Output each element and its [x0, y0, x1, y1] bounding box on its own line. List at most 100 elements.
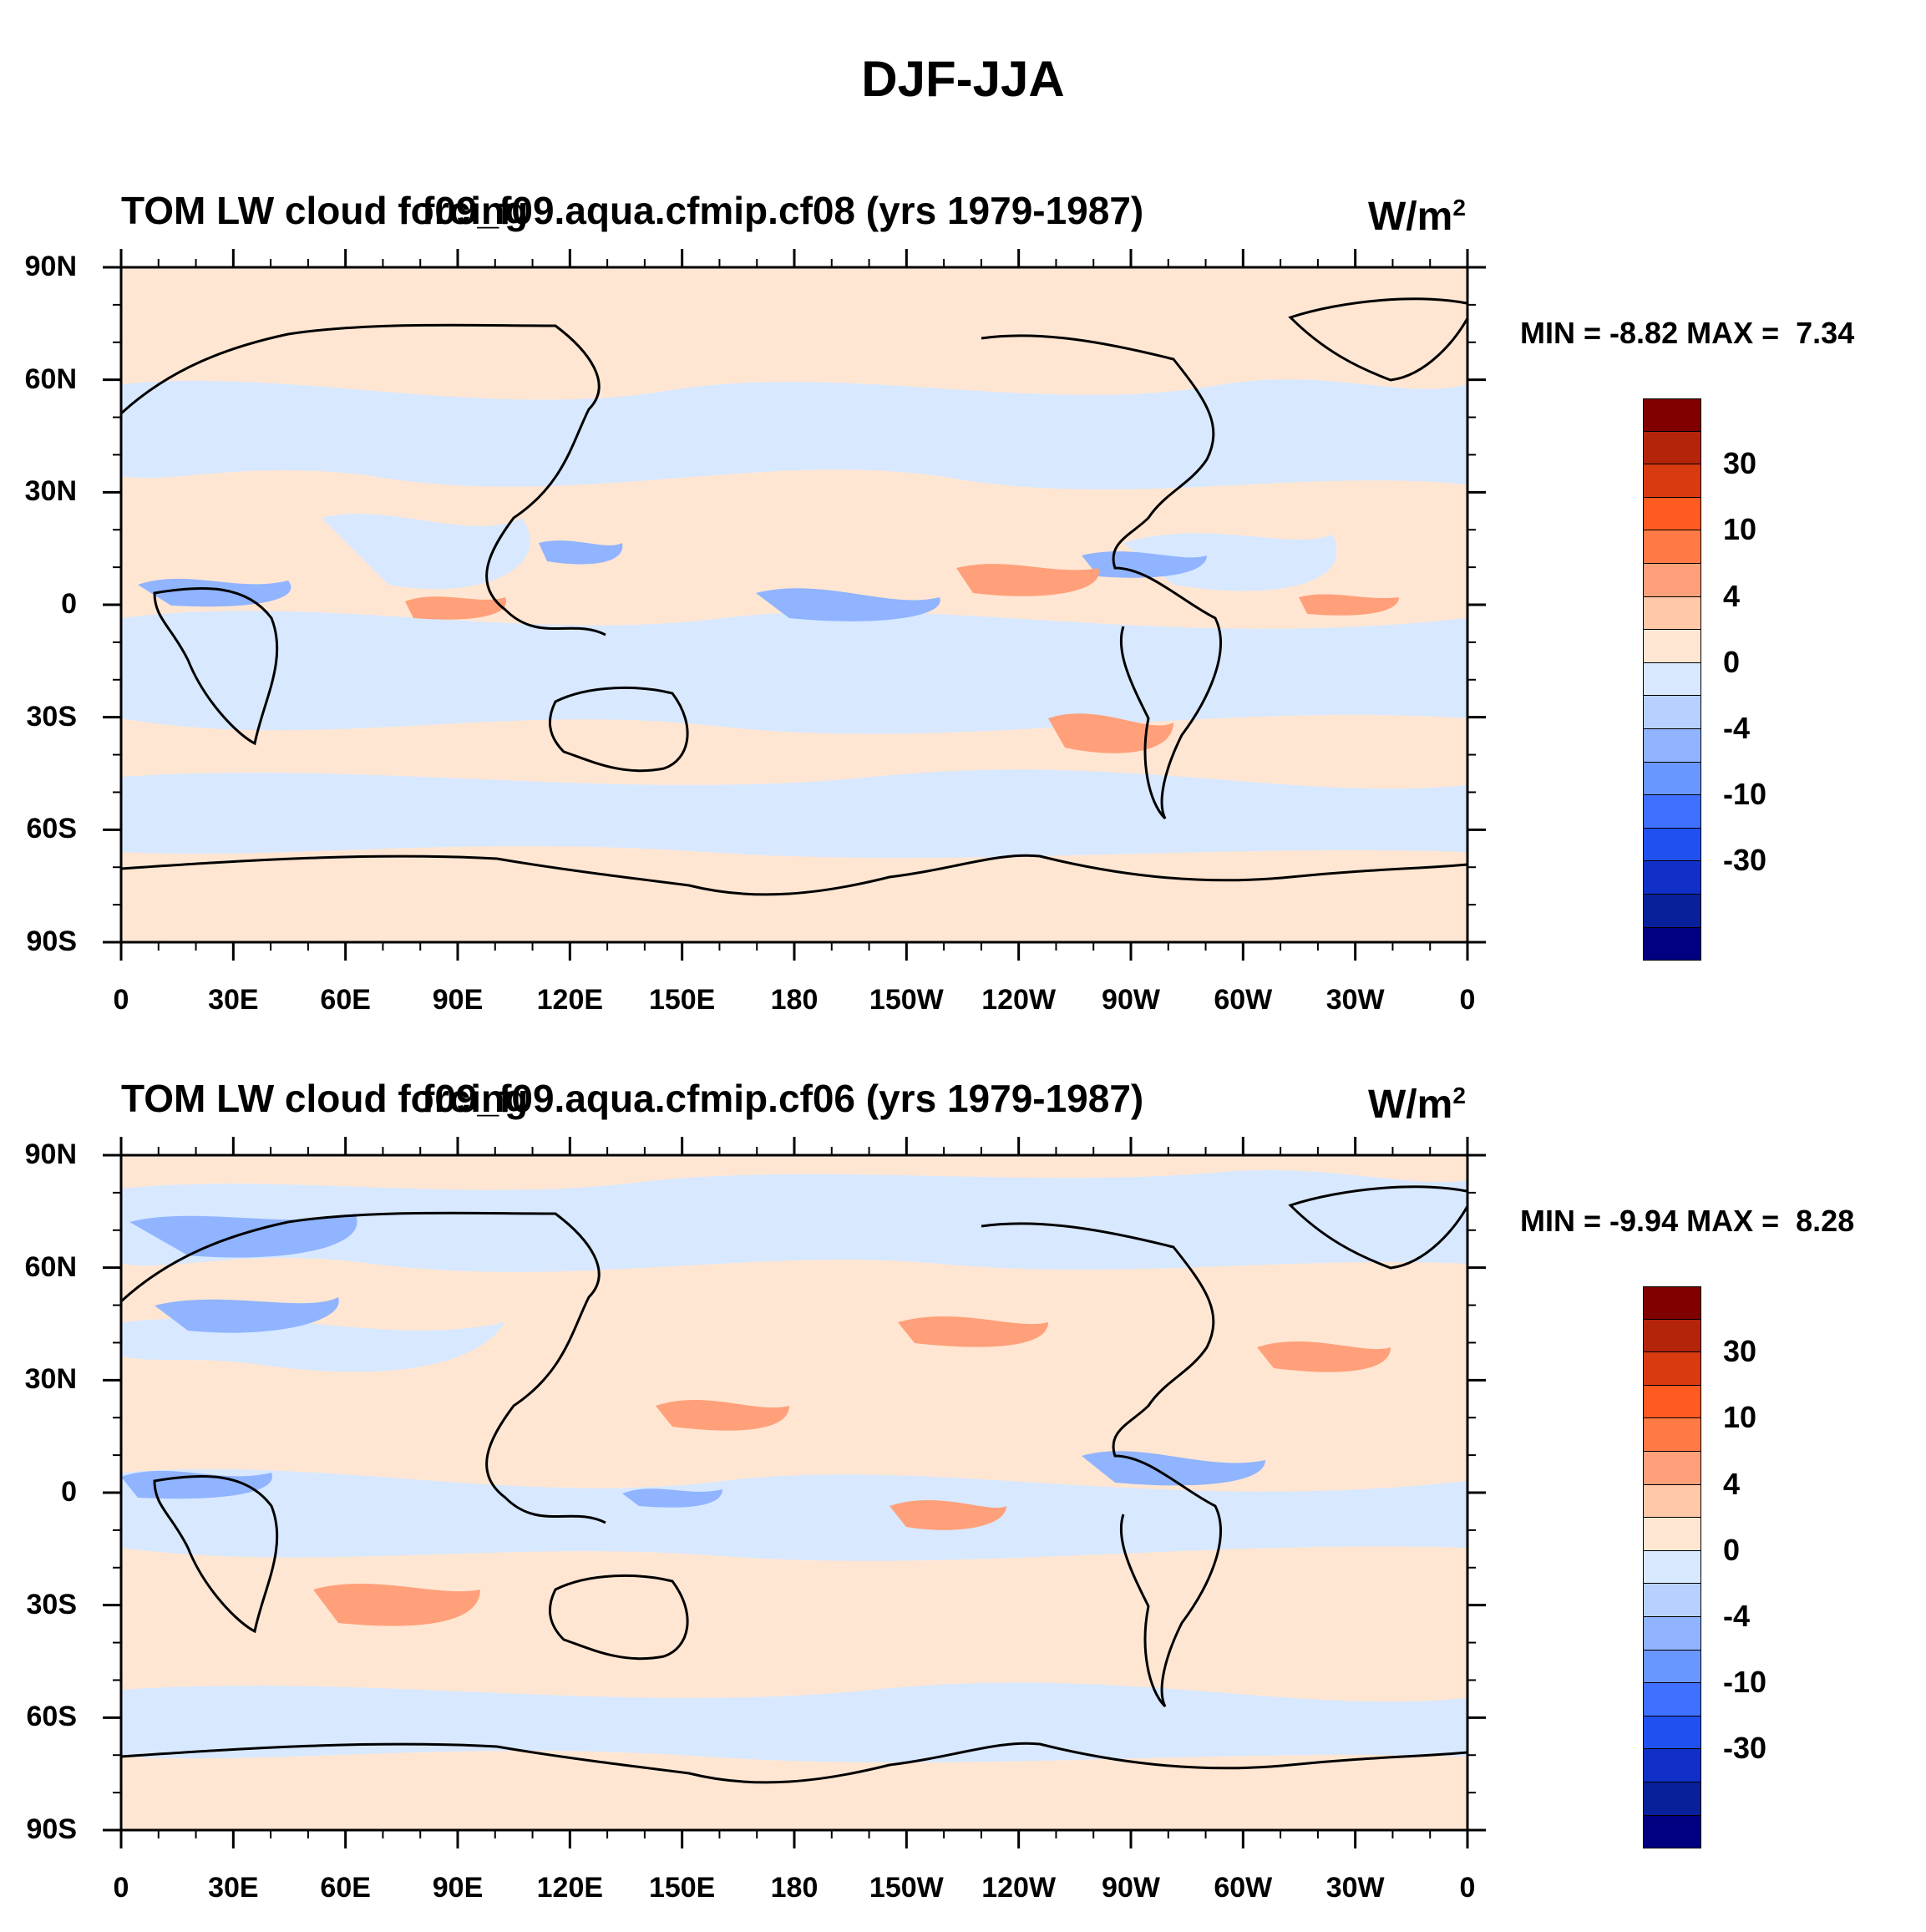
colorbar-swatch — [1643, 596, 1701, 631]
colorbar — [1643, 1286, 1701, 1849]
lon-tick-label: 60E — [320, 984, 371, 1016]
plot-border — [119, 266, 1469, 944]
min-max-readout: MIN = -8.82 MAX = 7.34 — [1520, 316, 1855, 350]
colorbar-swatch — [1643, 431, 1701, 465]
colorbar-swatch — [1643, 398, 1701, 432]
coastline-outlines — [121, 297, 1467, 896]
strong-negative-regions — [121, 1214, 1265, 1508]
lat-tick-label: 90N — [24, 251, 77, 282]
lat-tick-label: 60S — [26, 813, 78, 845]
colorbar-swatch — [1643, 662, 1701, 697]
colorbar-swatch — [1643, 464, 1701, 498]
lat-tick-label: 30S — [26, 700, 78, 733]
colorbar-label: 30 — [1723, 1334, 1757, 1369]
colorbar-swatch — [1643, 1518, 1701, 1551]
colorbar-swatch — [1643, 795, 1701, 829]
colorbar-swatch — [1643, 762, 1701, 796]
lat-tick-label: 0 — [61, 1476, 77, 1508]
colorbar-swatch — [1643, 861, 1701, 895]
lat-tick-label: 60S — [26, 1701, 78, 1733]
colorbar-swatch — [1643, 1319, 1701, 1353]
lon-tick-label: 150W — [869, 984, 944, 1016]
lat-tick-label: 60N — [24, 363, 77, 395]
units-label: W/m2 — [1368, 195, 1466, 239]
panel-title-variable: TOM LW cloud forcing — [121, 189, 529, 232]
colorbar-swatch — [1643, 1749, 1701, 1782]
lon-tick-label: 60W — [1214, 984, 1273, 1016]
colorbar-label: 4 — [1723, 578, 1741, 613]
coastline-outlines — [121, 1185, 1467, 1784]
positive-anomaly-regions — [313, 1316, 1391, 1626]
lon-tick-label: 180 — [770, 984, 819, 1016]
colorbar-swatch — [1643, 1716, 1701, 1750]
lon-tick-label: 0 — [113, 1872, 129, 1904]
lon-tick-label: 0 — [113, 984, 129, 1016]
colorbar — [1643, 398, 1701, 961]
panel-title: TOM LW cloud forcing f09_f09.aqua.cfmip.… — [121, 188, 1143, 233]
lat-tick-label: 30N — [24, 475, 77, 508]
negative-anomaly-regions — [121, 379, 1467, 859]
colorbar-swatch — [1643, 1418, 1701, 1452]
lat-tick-label: 30S — [26, 1588, 78, 1620]
colorbar-swatch — [1643, 1286, 1701, 1320]
lon-tick-label: 120E — [536, 984, 604, 1016]
colorbar-label: -30 — [1723, 1731, 1767, 1766]
axes-frame — [103, 249, 1486, 961]
plot-border — [119, 1154, 1469, 1832]
lat-tick-label: 60N — [24, 1250, 77, 1283]
positive-anomaly-regions — [405, 564, 1399, 753]
colorbar-label: 10 — [1723, 512, 1757, 547]
colorbar-label: 10 — [1723, 1400, 1757, 1435]
map-panel-2: TOM LW cloud forcing f09_f09.aqua.cfmip.… — [0, 888, 1926, 1904]
colorbar-swatch — [1643, 1484, 1701, 1519]
min-max-readout: MIN = -9.94 MAX = 8.28 — [1520, 1204, 1855, 1238]
axes-frame — [103, 1137, 1486, 1848]
colorbar-swatch — [1643, 894, 1701, 928]
colorbar-label: -4 — [1723, 711, 1751, 745]
lon-tick-label: 30E — [208, 984, 259, 1016]
colorbar-label: -30 — [1723, 843, 1767, 878]
colorbar-swatch — [1643, 1584, 1701, 1617]
colorbar-label: 30 — [1723, 446, 1757, 481]
lon-tick-label: 150E — [648, 984, 716, 1016]
colorbar-swatch — [1643, 1616, 1701, 1651]
colorbar-label: 0 — [1723, 644, 1741, 679]
lon-tick-label: 90W — [1102, 984, 1160, 1016]
contour-map — [121, 1155, 1467, 1830]
colorbar-swatch — [1643, 630, 1701, 663]
colorbar-swatch — [1643, 1650, 1701, 1684]
lon-tick-label: 90E — [432, 984, 484, 1016]
contour-map — [121, 267, 1467, 942]
colorbar-swatch — [1643, 530, 1701, 564]
colorbar-swatch — [1643, 728, 1701, 763]
colorbar-swatch — [1643, 1782, 1701, 1816]
colorbar-label: -10 — [1723, 1665, 1767, 1700]
panel-title-variable: TOM LW cloud forcing — [121, 1077, 529, 1120]
units-label: W/m2 — [1368, 1083, 1466, 1127]
lat-tick-label: 0 — [61, 588, 77, 620]
panel-title-case: f09_f09.aqua.cfmip.cf08 (yrs 1979-1987) — [422, 189, 1144, 232]
colorbar-swatch — [1643, 927, 1701, 961]
colorbar-label: -10 — [1723, 777, 1767, 812]
map-panel-1: TOM LW cloud forcing f09_f09.aqua.cfmip.… — [0, 0, 1926, 1016]
strong-negative-regions — [138, 540, 1207, 621]
colorbar-label: 0 — [1723, 1532, 1741, 1567]
colorbar-label: -4 — [1723, 1599, 1751, 1633]
lon-tick-label: 120W — [981, 984, 1057, 1016]
colorbar-swatch — [1643, 497, 1701, 531]
lon-tick-label: 30W — [1325, 984, 1385, 1016]
lat-tick-label: 90N — [24, 1138, 77, 1170]
colorbar-swatch — [1643, 696, 1701, 729]
panel-title-case: f09_f09.aqua.cfmip.cf06 (yrs 1979-1987) — [422, 1077, 1144, 1120]
lon-tick-label: 0 — [1459, 1872, 1476, 1904]
colorbar-swatch — [1643, 1683, 1701, 1716]
colorbar-swatch — [1643, 828, 1701, 862]
colorbar-swatch — [1643, 1815, 1701, 1849]
colorbar-swatch — [1643, 1451, 1701, 1485]
colorbar-swatch — [1643, 1385, 1701, 1419]
lat-tick-label: 90S — [26, 925, 78, 957]
negative-anomaly-regions — [121, 1169, 1467, 1763]
lat-tick-label: 90S — [26, 1813, 78, 1845]
colorbar-swatch — [1643, 563, 1701, 597]
lat-tick-label: 30N — [24, 1363, 77, 1396]
